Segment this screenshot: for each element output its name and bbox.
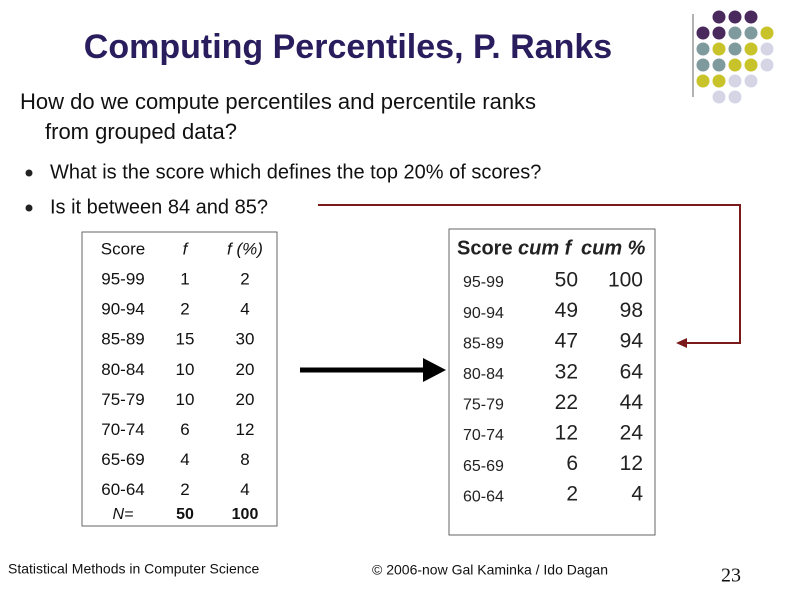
dot [712,58,726,72]
table-header: cum % [581,237,646,259]
table-cell: 85-89 [463,335,504,352]
bullet: Is it between 84 and 85? [50,196,268,218]
bullet: What is the score which defines the top … [50,161,541,183]
table-cell: 90-94 [463,305,504,322]
table-cell: 64 [620,360,644,383]
table-cell: 49 [555,299,578,322]
table-total: 50 [176,506,194,523]
footer-left: Statistical Methods in Computer Science [8,561,260,577]
dot [696,26,710,40]
dot [728,90,742,104]
title: Computing Percentiles, P. Ranks [84,28,612,66]
dot [760,26,774,40]
bullet-dot [25,169,33,177]
left-table-border [81,231,278,527]
table-cell: 65-69 [463,458,504,475]
table-cell: 80-84 [101,360,144,379]
table-cell: 1 [180,269,189,288]
table-cell: 10 [176,360,195,379]
table-cell: 32 [555,360,578,383]
table-cell: 60-64 [463,488,504,505]
table-cell: 94 [620,330,644,353]
footer-right: © 2006-now Gal Kaminka / Ido Dagan [372,562,608,578]
dot [696,42,710,56]
dot [712,74,726,88]
table-cell: 15 [176,330,195,349]
dot [744,26,758,40]
table-cell: 98 [620,299,643,322]
table-cell: 6 [180,420,189,439]
connector [318,204,741,344]
table-cell: 44 [620,391,644,414]
dot [712,10,726,24]
table-header: Score [101,239,145,258]
dot [712,42,726,56]
dot [728,42,742,56]
table-cell: 95-99 [101,269,144,288]
table-cell: 4 [240,480,249,499]
dot [696,58,710,72]
dot [744,58,758,72]
table-cell: 20 [236,360,255,379]
table-total: N= [113,506,134,523]
table-cell: 30 [236,330,255,349]
dot [744,10,758,24]
table-cell: 47 [555,330,578,353]
decoration [696,10,774,104]
table-cell: 70-74 [101,420,144,439]
right-table-border [448,228,656,536]
dot [760,58,774,72]
table-cell: 75-79 [101,390,144,409]
table-cell: 6 [566,452,578,475]
arrow-head [423,358,446,382]
table-cell: 70-74 [463,427,504,444]
table-cell: 2 [566,483,578,506]
table-header: cum f [518,237,574,259]
table-cell: 4 [240,300,249,319]
dot [728,10,742,24]
table-cell: 60-64 [101,480,144,499]
bullet-dot [25,204,33,212]
dot [728,58,742,72]
intro: from grouped data? [45,119,237,144]
intro: How do we compute percentiles and percen… [20,89,536,114]
table-cell: 50 [555,269,578,292]
table-cell: 22 [555,391,578,414]
dot [712,26,726,40]
table-cell: 24 [620,422,644,445]
table-cell: 80-84 [463,366,504,383]
table-header: Score [457,237,513,259]
table-cell: 8 [240,450,249,469]
table-cell: 12 [620,452,643,475]
connector-head [676,338,687,348]
dot [728,74,742,88]
table-cell: 95-99 [463,274,504,291]
table-cell: 12 [236,420,255,439]
table-cell: 2 [240,269,249,288]
dot [728,26,742,40]
table-cell: 65-69 [101,450,144,469]
table-cell: 4 [631,483,643,506]
table-cell: 85-89 [101,330,144,349]
table-cell: 100 [608,269,643,292]
table-cell: 10 [176,390,195,409]
dot [760,42,774,56]
table-cell: 20 [236,390,255,409]
table-cell: 2 [180,300,189,319]
table-cell: 12 [555,422,578,445]
dot [712,90,726,104]
table-header: f (%) [227,239,263,258]
table-cell: 2 [180,480,189,499]
table-cell: 90-94 [101,300,144,319]
dot [696,74,710,88]
table-cell: 75-79 [463,397,504,414]
table-total: 100 [232,506,259,523]
dot [744,74,758,88]
dot [744,42,758,56]
table-cell: 4 [180,450,189,469]
page-number: 23 [721,565,741,587]
table-header: f [183,239,190,258]
